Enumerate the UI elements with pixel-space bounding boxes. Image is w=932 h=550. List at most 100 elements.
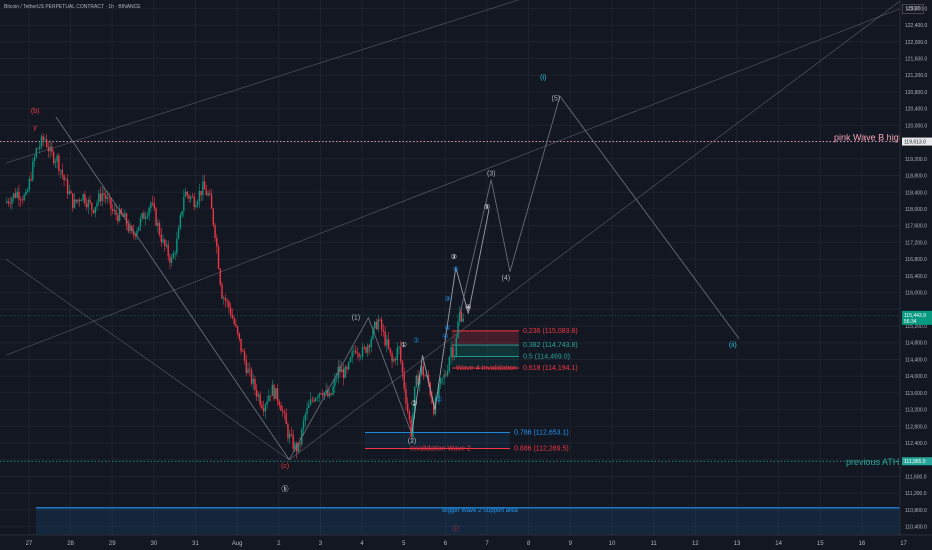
level-label: previous ATH	[846, 457, 899, 467]
time-axis-bg	[0, 535, 932, 550]
zone-label: Invalidation Wave 2	[410, 446, 471, 453]
candle-body	[282, 410, 284, 412]
candle-body	[183, 196, 185, 212]
candle-body	[49, 146, 51, 152]
price-tick: 115,200.0	[905, 324, 927, 330]
time-tick: 27	[26, 541, 33, 547]
candle-body	[327, 389, 329, 397]
candle-body	[190, 196, 192, 199]
candle-body	[393, 358, 395, 362]
candle-body	[98, 193, 100, 203]
zone-label: Wave 4 Invalidation	[456, 365, 517, 372]
candle-body	[82, 194, 84, 201]
candle-body	[52, 152, 55, 163]
last-price-badge	[902, 310, 932, 325]
price-tick: 121,200.0	[905, 73, 927, 79]
time-tick: Aug	[232, 541, 243, 547]
currency-label[interactable]: USDT	[902, 4, 924, 14]
candle-body	[13, 193, 15, 199]
candle-body	[243, 351, 246, 361]
candle-body	[283, 411, 286, 414]
candle-body	[302, 420, 305, 430]
candle-body	[169, 256, 171, 263]
wave-label: (b)	[31, 108, 40, 115]
candle-body	[344, 366, 346, 378]
candle-body	[136, 230, 138, 237]
candle-body	[254, 378, 256, 390]
candle-body	[436, 397, 438, 399]
candle-body	[143, 213, 145, 219]
candle-body	[174, 253, 176, 255]
candle-body	[365, 347, 367, 353]
candle-body	[318, 393, 320, 398]
price-tick: 121,600.0	[905, 57, 927, 63]
fib-zone-green	[452, 345, 519, 357]
candle-body	[66, 179, 69, 194]
time-tick: 13	[734, 541, 741, 547]
candle-body	[111, 209, 114, 212]
candle-body	[240, 338, 242, 352]
candle-body	[72, 193, 74, 208]
price-tick: 118,400.0	[905, 190, 927, 196]
candle-body	[113, 210, 116, 212]
wave-label: ②	[436, 395, 442, 403]
price-tick: 110,800.0	[905, 508, 927, 514]
candle-body	[144, 217, 147, 219]
candle-body	[459, 312, 461, 322]
price-tick: 120,000.0	[905, 123, 927, 129]
candle-body	[26, 189, 29, 193]
price-tick: 118,000.0	[905, 207, 927, 213]
wave-label: ①	[401, 341, 407, 349]
candle-body	[446, 371, 449, 376]
time-tick: 17	[900, 541, 907, 547]
candle-body	[377, 319, 379, 330]
candle-body	[387, 339, 390, 349]
candle-body	[415, 375, 418, 387]
candle-body	[58, 155, 60, 171]
candle-body	[285, 413, 287, 425]
candle-body	[313, 399, 315, 402]
trend-line	[289, 0, 902, 461]
candle-body	[37, 148, 39, 150]
price-tick: 110,400.0	[905, 525, 927, 531]
candle-body	[316, 397, 319, 399]
fib-label: 0.382 (114,743.8)	[523, 342, 578, 349]
trend-line	[5, 0, 923, 356]
price-tick: 117,600.0	[905, 224, 927, 230]
price-tick: 120,800.0	[905, 90, 927, 96]
candle-body	[328, 393, 331, 397]
candle-body	[207, 193, 209, 196]
candle-body	[172, 253, 175, 258]
candle-body	[268, 395, 270, 402]
level-badge	[902, 137, 932, 146]
candle-body	[59, 170, 62, 171]
candle-body	[367, 345, 369, 353]
candle-body	[87, 199, 90, 208]
candle-body	[438, 383, 440, 398]
candle-body	[124, 213, 126, 217]
candle-body	[226, 300, 228, 302]
candle-body	[290, 434, 293, 435]
candle-body	[125, 213, 128, 226]
candle-body	[28, 178, 31, 190]
candle-body	[14, 193, 17, 198]
candle-body	[335, 377, 338, 379]
candle-body	[214, 224, 216, 238]
candle-body	[129, 225, 131, 232]
candle-body	[264, 404, 267, 412]
candle-body	[89, 199, 91, 203]
candle-body	[92, 209, 95, 213]
candle-body	[269, 395, 272, 397]
candle-body	[63, 175, 65, 181]
candle-body	[299, 443, 301, 445]
candle-body	[361, 347, 364, 357]
wave-label: ②	[411, 399, 417, 407]
candle-body	[219, 268, 221, 285]
candle-body	[452, 347, 454, 357]
candle-body	[321, 393, 324, 396]
time-tick: 11	[651, 541, 658, 547]
price-tick: 116,800.0	[905, 257, 927, 263]
candle-body	[245, 360, 247, 374]
candle-body	[127, 225, 129, 232]
